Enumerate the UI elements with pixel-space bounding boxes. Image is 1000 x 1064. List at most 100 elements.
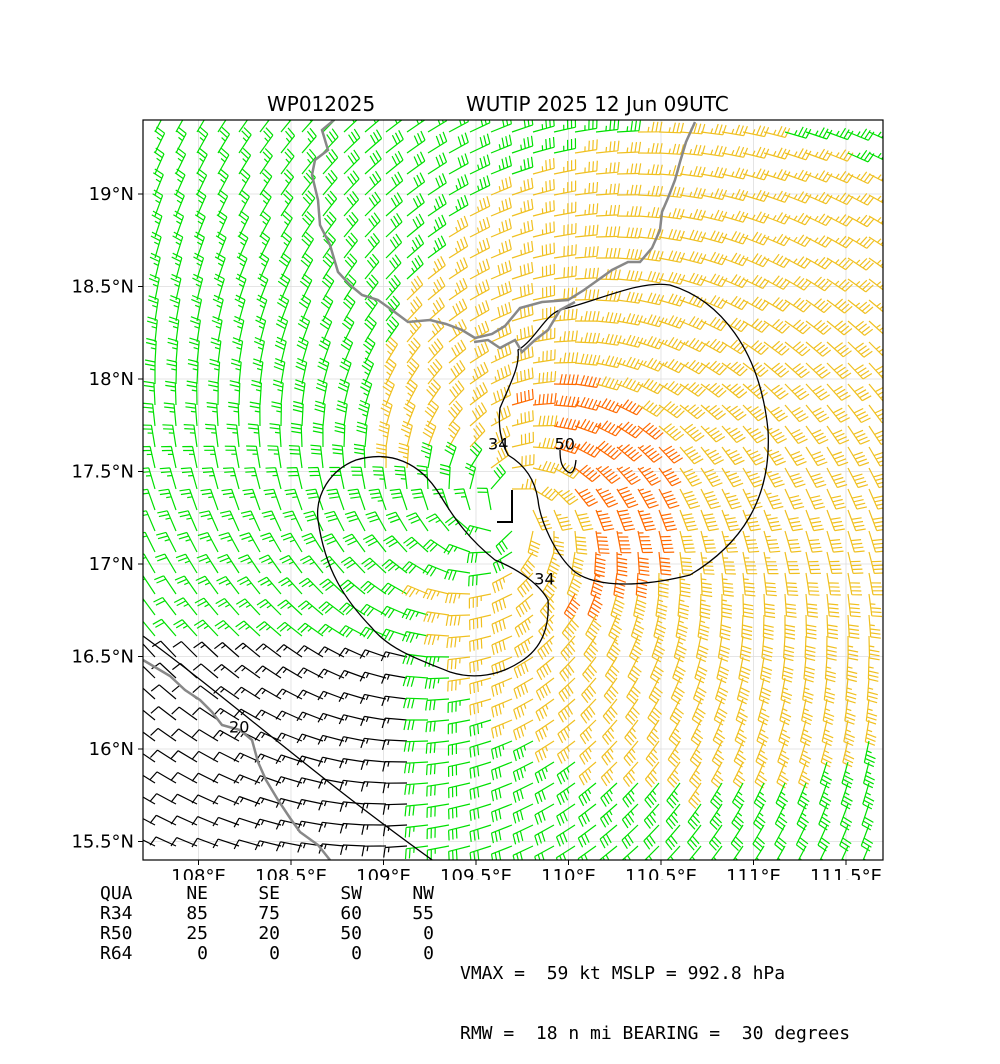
wind-barb (637, 270, 664, 284)
wind-barb (574, 160, 598, 175)
wind-barb (214, 642, 240, 658)
wind-barb (700, 188, 728, 201)
wind-barb (425, 719, 450, 733)
wind-barb (320, 294, 334, 322)
wind-barb (278, 252, 292, 280)
wind-barb (826, 446, 849, 467)
wind-barb (276, 621, 303, 637)
wind-barb (359, 671, 387, 682)
wind-barb (361, 357, 375, 385)
wind-barbs (143, 120, 883, 860)
wind-barb (511, 478, 537, 490)
wind-barb (780, 677, 793, 704)
wind-barb (574, 509, 594, 531)
wind-barb (637, 422, 664, 440)
wind-barb (297, 600, 324, 616)
wind-barb (763, 425, 787, 444)
wind-barb (334, 422, 346, 448)
radii-value: 20 (258, 923, 280, 944)
wind-barb (192, 685, 219, 700)
wind-barb (658, 208, 685, 220)
wind-barb (781, 656, 794, 683)
wind-barb (622, 761, 639, 787)
wind-barb (153, 596, 177, 616)
wind-barb (616, 270, 643, 282)
wind-barb (595, 355, 623, 369)
wind-barb (425, 513, 450, 532)
wind-barb (215, 231, 227, 259)
wind-barb (868, 530, 883, 553)
wind-barb (267, 445, 282, 469)
wind-barb (343, 170, 360, 196)
wind-barb (212, 729, 240, 742)
wind-barb (784, 169, 812, 182)
wind-barb (511, 367, 534, 385)
wind-barb (400, 420, 413, 448)
wind-barb (735, 698, 748, 726)
wind-barb (574, 441, 602, 458)
wind-barb (784, 191, 812, 204)
wind-barb (665, 824, 681, 851)
wind-barb (469, 656, 492, 673)
wind-barb (532, 120, 555, 133)
wind-barb (700, 572, 713, 598)
radii-value: SE (258, 883, 280, 904)
wind-barb (322, 211, 337, 238)
wind-barb (511, 120, 534, 133)
wind-barb (762, 614, 774, 640)
wind-barb (445, 614, 471, 626)
wind-barb (424, 677, 450, 689)
x-tick-label: 111.5°E (810, 866, 882, 880)
wind-barb (826, 383, 851, 401)
wind-barb (423, 539, 450, 553)
wind-barb (805, 446, 828, 467)
wind-barb (191, 729, 219, 742)
wind-barb (553, 159, 577, 175)
wind-barb (263, 488, 282, 511)
wind-barb (490, 463, 506, 490)
wind-barb (784, 530, 802, 553)
wind-barb (185, 402, 198, 427)
wind-barb (658, 488, 680, 509)
wind-barb (847, 446, 870, 467)
wind-barb (867, 656, 879, 682)
wind-barb (196, 120, 205, 133)
wind-barb (380, 582, 408, 596)
wind-barb (217, 189, 229, 217)
wind-barb (170, 793, 198, 805)
wind-barb (427, 131, 448, 154)
wind-barb (826, 572, 841, 596)
wind-barb (147, 295, 159, 322)
wind-barb (236, 252, 248, 280)
wind-barb (339, 822, 366, 834)
wind-barb (260, 532, 282, 553)
wind-barb (710, 761, 724, 789)
wind-barb (712, 719, 726, 747)
wind-barb (511, 198, 534, 217)
y-tick-label: 16.5°N (71, 647, 134, 668)
wind-barb (491, 740, 513, 760)
wind-barb (381, 673, 408, 684)
wind-barb (427, 358, 443, 385)
wind-barb (490, 385, 512, 406)
wind-barb (150, 706, 177, 721)
wind-barb (167, 337, 179, 364)
wind-barb (658, 467, 682, 487)
wind-barb (490, 824, 513, 844)
contour-50kt (559, 449, 577, 474)
wind-barb (658, 445, 684, 464)
wind-barb (511, 454, 535, 469)
wind-barb (514, 614, 534, 638)
wind-barb (158, 488, 177, 511)
wind-barb (574, 181, 599, 196)
wind-barb (742, 383, 768, 400)
wind-barb (296, 798, 324, 810)
x-tick-label: 111°E (726, 866, 781, 880)
wind-barb (490, 120, 512, 133)
wind-barb (868, 278, 883, 291)
wind-barb (235, 598, 261, 616)
wind-barb (469, 258, 490, 280)
wind-barb (868, 173, 883, 182)
wind-barb (710, 782, 723, 810)
wind-barb (427, 120, 448, 133)
